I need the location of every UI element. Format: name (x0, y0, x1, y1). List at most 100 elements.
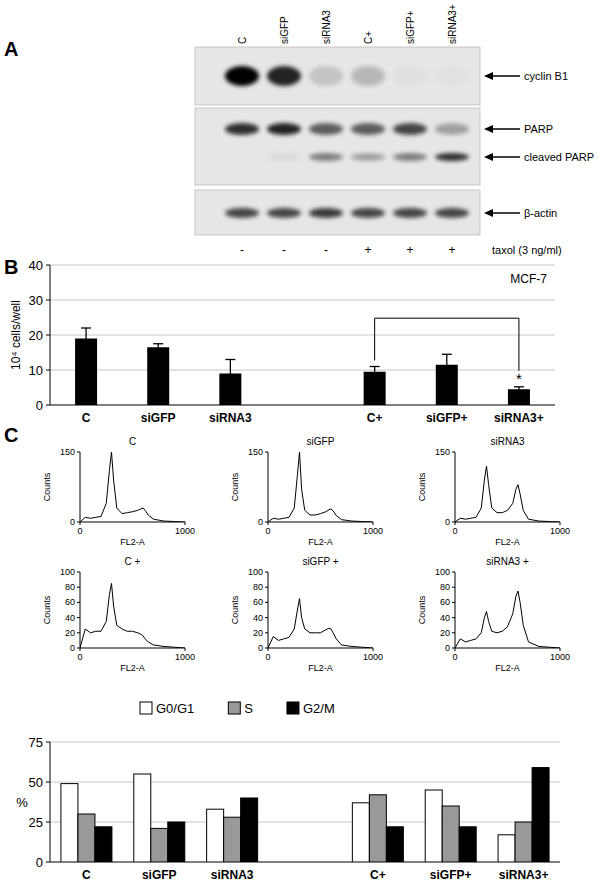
legend-label: G2/M (303, 701, 335, 716)
band-label: β-actin (524, 207, 557, 219)
y-tick (46, 405, 50, 406)
error-bar (442, 354, 452, 375)
y-tick-label: 0 (70, 517, 75, 527)
x-tick-label: 1000 (363, 652, 383, 662)
x-tick-label: 1000 (175, 526, 195, 536)
lane-label: siRNA3 (321, 10, 332, 44)
y-tick-label: 80 (440, 582, 450, 592)
histogram-plot (455, 466, 560, 522)
histogram-line (268, 599, 373, 648)
bar (241, 798, 258, 862)
y-tick (265, 572, 268, 573)
y-axis (50, 742, 51, 862)
y-tick (265, 632, 268, 633)
blot-band (225, 208, 259, 218)
y-tick (265, 602, 268, 603)
panel-label: A (4, 38, 18, 60)
x-tick (560, 648, 561, 651)
y-tick (265, 452, 268, 453)
x-tick-label: 1000 (363, 526, 383, 536)
blot-band (267, 66, 301, 86)
histogram-line (268, 452, 373, 522)
y-tick-label: 100 (248, 567, 263, 577)
bar (442, 806, 459, 862)
y-axis-label: Counts (42, 595, 52, 624)
x-axis-label: FL2-A (495, 537, 520, 547)
y-tick-label: 50 (29, 775, 43, 790)
y-tick (452, 572, 455, 573)
error-bar (225, 360, 235, 388)
band-arrow (490, 212, 520, 214)
grid-line (50, 370, 555, 371)
blot-band (351, 153, 385, 161)
x-tick (185, 648, 186, 651)
y-tick-label: 150 (60, 447, 75, 457)
error-stem (518, 387, 519, 392)
treatment-mark: - (240, 243, 244, 257)
y-tick-label: 80 (253, 582, 263, 592)
grid-line (50, 822, 560, 823)
bar (224, 817, 241, 862)
y-tick-label: 20 (65, 628, 75, 638)
grid-line (50, 265, 555, 266)
y-tick (452, 602, 455, 603)
band-arrow-head (484, 209, 493, 217)
y-tick-label: 75 (29, 735, 43, 750)
band-arrow-head (484, 72, 493, 80)
y-axis-label: Counts (417, 595, 427, 624)
y-tick-label: 0 (70, 643, 75, 653)
y-axis (80, 572, 81, 648)
y-tick (46, 370, 50, 371)
blot-band (435, 66, 469, 86)
bar (95, 827, 112, 862)
histogram-title: siGFP + (302, 556, 338, 567)
x-tick-label: 0 (452, 526, 457, 536)
x-axis-label: FL2-A (120, 537, 145, 547)
error-stem (230, 360, 231, 388)
blot-band (225, 66, 259, 86)
blot-strip (195, 190, 480, 235)
histogram-title: siRNA3 (491, 436, 525, 447)
x-tick (560, 522, 561, 525)
panel-label: C (4, 424, 18, 446)
y-axis (268, 452, 269, 522)
histogram-plot (455, 591, 560, 648)
grid-line (50, 782, 560, 783)
x-axis (80, 648, 185, 649)
y-axis (80, 452, 81, 522)
significance-mark: * (516, 370, 522, 387)
blot-band (225, 153, 259, 161)
y-tick (46, 782, 50, 783)
x-tick-label: 1000 (550, 526, 570, 536)
treatment-mark: + (448, 243, 455, 257)
bar (459, 827, 476, 862)
y-tick (46, 265, 50, 266)
histogram-title: C (129, 436, 136, 447)
blot-band (435, 208, 469, 218)
x-axis (455, 648, 560, 649)
treatment-mark: + (406, 243, 413, 257)
category-label: C (82, 411, 91, 425)
y-tick-label: 20 (253, 628, 263, 638)
blot-band (267, 153, 301, 161)
y-tick-label: 0 (36, 855, 43, 870)
band-arrow (490, 128, 520, 130)
blot-band (393, 66, 427, 86)
band-label: cyclin B1 (524, 70, 568, 82)
y-tick (265, 587, 268, 588)
error-bar (370, 367, 380, 378)
treatment-mark: + (364, 243, 371, 257)
blot-band (351, 208, 385, 218)
category-label: siGFP (142, 868, 177, 882)
bar (532, 768, 549, 862)
blot-band (309, 66, 343, 86)
y-tick-label: 80 (65, 582, 75, 592)
histogram-title: siGFP (307, 436, 335, 447)
lane-label: C+ (363, 31, 374, 44)
bar (151, 828, 168, 862)
category-label: siRNA3+ (499, 868, 549, 882)
y-tick-label: 25 (29, 815, 43, 830)
y-tick (46, 822, 50, 823)
x-tick (80, 648, 81, 651)
band-arrow (490, 75, 520, 77)
